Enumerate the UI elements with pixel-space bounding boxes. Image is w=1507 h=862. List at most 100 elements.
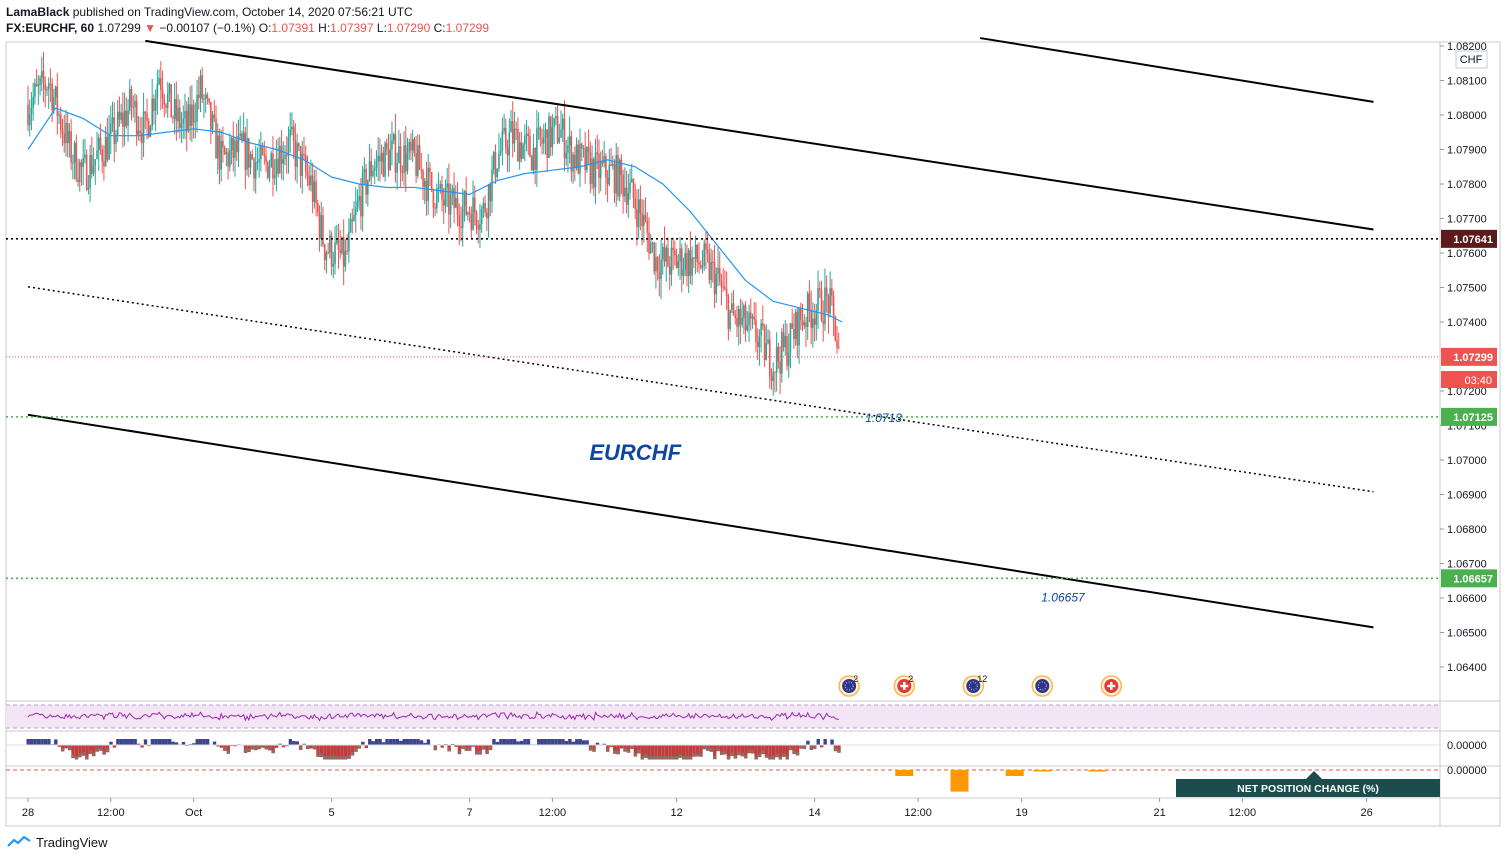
candle-body [180,123,183,129]
oscillator-bar [523,739,527,746]
candle-body [482,203,485,209]
net-position-label[interactable]: NET POSITION CHANGE (%) [1176,771,1440,797]
oscillator-tail [813,745,817,749]
candle-body [639,199,642,214]
candle [335,224,338,245]
oscillator-bar [368,739,372,746]
oscillator-bar [830,739,834,746]
oscillator-bar [747,745,751,754]
candle [563,100,566,172]
candle [306,155,309,187]
candle-body [789,323,792,353]
candle-body [54,86,57,98]
candle [377,137,379,181]
price-axis[interactable]: 1.08200 1.08100 1.08000 1.07900 1.07800 1.077… [1440,41,1487,674]
oscillator-tail [740,752,745,756]
oscillator-bar [333,745,337,760]
candle-body [596,152,599,154]
candle [216,123,219,175]
candle [589,141,592,194]
oscillator-bar [678,745,682,758]
symbol-name[interactable]: FX:EURCHF, 60 [6,21,95,35]
eu-flag-icon[interactable] [1031,675,1054,697]
candle-body [160,77,162,90]
candle [84,138,86,164]
candle-body [41,71,43,78]
candle [392,132,395,145]
candle [427,154,429,215]
candle-body [824,287,826,325]
candle-body [736,317,738,327]
candle-body [437,187,440,189]
candle-body [665,247,668,262]
eu-flag-icon[interactable]: 12 [962,674,987,697]
oscillator-tail [85,756,89,759]
candle [298,142,300,152]
horizontal-levels[interactable]: 1.07641 1.07125 1.06657 1.07299 [6,229,1497,588]
candle-body [287,136,290,156]
time-axis[interactable]: 28 12:00 Oct 5 7 12:00 12 14 12:00 19 21 12:00 26 [22,798,1373,819]
candle [436,183,438,214]
candle-body [222,141,224,148]
oscillator-bar [105,745,110,753]
candle [266,160,269,180]
candle [349,212,352,233]
candle [449,183,452,228]
candle [524,124,526,162]
candle [508,118,511,173]
oscillator-tail [464,747,469,751]
collapse-arrow-icon[interactable] [1306,771,1322,779]
candle [367,179,369,207]
channel-lines[interactable] [27,37,1374,629]
price-tick-label: 1.06600 [1447,593,1487,605]
channel-line[interactable] [145,39,1374,231]
ch-flag-icon[interactable] [1100,675,1123,697]
candle [182,105,185,139]
candle [89,144,91,203]
candle-body [646,220,649,233]
oscillator-bar [261,745,265,748]
dotted-trendline[interactable] [27,286,1374,493]
candle-body [304,155,307,172]
candle-body [472,197,474,230]
candle-body [56,86,59,116]
countdown-badge [1441,371,1497,388]
candle [575,137,578,171]
candle-body [572,154,574,172]
oscillator-bar [495,741,500,746]
candle [103,145,105,181]
candle-body [139,130,141,133]
candle-body [215,118,217,159]
oscillator-bar [81,745,86,756]
candle [448,163,450,234]
economic-events[interactable]: 2 2 12 [838,674,1123,697]
candle-body [73,142,76,163]
channel-line[interactable] [27,413,1374,629]
oscillator-tail [647,756,651,759]
candle [451,184,454,206]
candle-body [322,215,324,245]
candle-body [175,99,178,122]
oscillator-bar [26,739,30,746]
eu-flag-icon[interactable]: 2 [838,674,860,697]
candle [736,305,738,338]
ch-flag-icon[interactable]: 2 [893,674,916,697]
candle-body [172,117,174,119]
candle [715,267,718,303]
price-tick-label: 1.07800 [1447,179,1487,191]
candle [394,113,397,183]
candle [292,119,295,159]
candle-body [784,335,787,348]
candle [387,133,390,177]
channel-line[interactable] [980,37,1374,103]
brand-name[interactable]: TradingView [36,834,108,850]
candle-body [713,262,716,295]
candle [270,150,273,168]
candle-body [608,164,611,185]
author-name[interactable]: LamaBlack [6,5,70,19]
candle [404,125,407,192]
candle [663,226,666,267]
candle [837,332,840,350]
currency-box[interactable] [1455,50,1488,69]
